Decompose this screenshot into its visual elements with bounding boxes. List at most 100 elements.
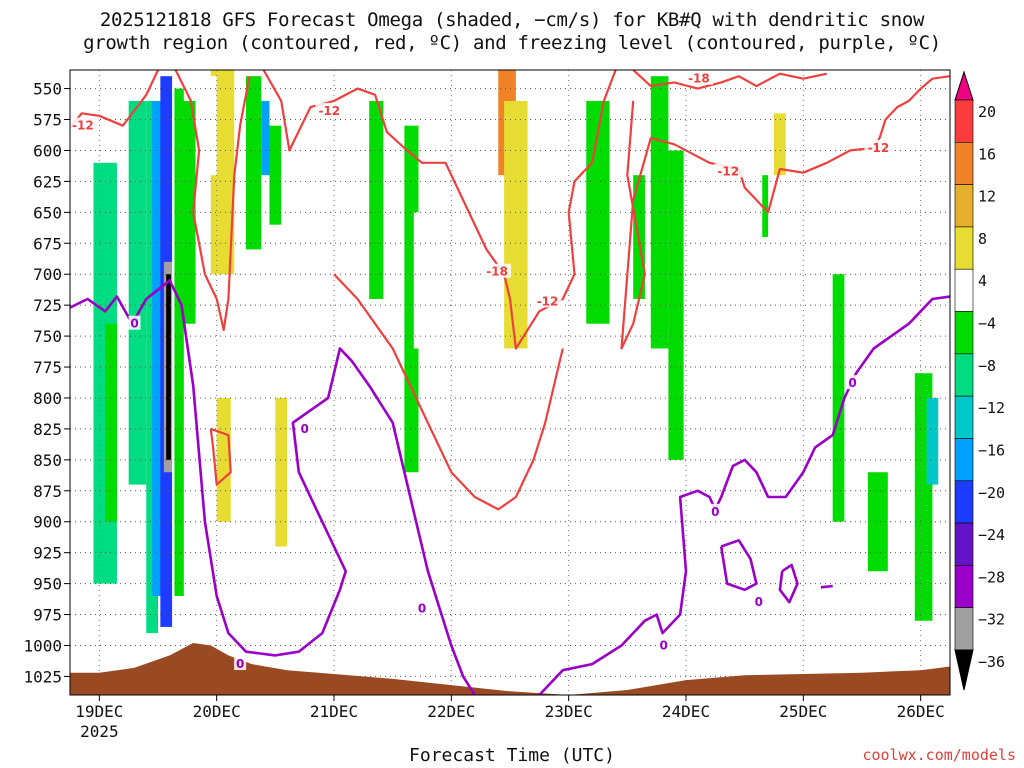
colorbar-label-11: −28: [978, 568, 1005, 586]
chart-title-line1: 2025121818 GFS Forecast Omega (shaded, −…: [99, 9, 925, 31]
omega-cell-40: [850, 274, 862, 374]
x-tick-label-0: 19DEC: [75, 702, 123, 721]
colorbar-label-2: 12: [978, 188, 996, 206]
y-tick-label-550: 550: [33, 80, 62, 99]
dgz-contour-1: [174, 70, 251, 331]
omega-cell-12: [246, 76, 262, 250]
freezing-contour-0: [70, 279, 476, 695]
y-axis: 550 575 600 625 650 675 700 725 750 775 800 825 850 8…: [23, 80, 70, 686]
contour-label-bg-6: [864, 139, 893, 154]
contour-labels: -12 -12 -18 -12 -18 -12 -12 0 0 0 0 0 0 0 0: [68, 70, 893, 671]
y-tick-label-700: 700: [33, 265, 62, 284]
contour-label-4: -18: [688, 72, 710, 86]
colorbar-segment-5: [954, 311, 974, 355]
contour-label-9: 0: [300, 422, 308, 436]
colorbar-segment-11: [954, 565, 974, 608]
contour-label-11: 0: [660, 638, 668, 652]
x-tick-label-4: 23DEC: [545, 702, 593, 721]
y-tick-label-675: 675: [33, 234, 62, 253]
y-tick-label-775: 775: [33, 358, 62, 377]
x-tick-sublabel-0: 2025: [80, 722, 119, 741]
colorbar-label-3: 8: [978, 230, 987, 248]
omega-cell-18: [369, 100, 384, 299]
contour-label-10: 0: [418, 601, 426, 615]
colorbar-segment-1: [954, 142, 974, 185]
omega-cell-45: [926, 212, 950, 299]
contour-label-bg-14: [846, 375, 859, 390]
y-tick-label-1000: 1000: [23, 636, 62, 655]
plot-frame: [69, 69, 951, 696]
contour-label-bg-8: [234, 656, 247, 671]
omega-cell-14: [269, 125, 282, 225]
y-tick-label-750: 750: [33, 327, 62, 346]
omega-cell-4: [152, 100, 164, 596]
omega-cell-41: [867, 472, 888, 572]
omega-cell-44: [926, 397, 939, 485]
y-tick-label-975: 975: [33, 606, 62, 625]
contour-label-14: 0: [848, 376, 856, 390]
colorbar-top-arrow: [954, 70, 974, 101]
colorbar-label-6: −8: [978, 357, 996, 375]
omega-cell-9: [181, 100, 196, 324]
contour-label-bg-4: [684, 70, 713, 85]
y-tick-label-850: 850: [33, 451, 62, 470]
y-tick-label-900: 900: [33, 513, 62, 532]
omega-cell-13: [261, 100, 270, 176]
colorbar-segment-0: [954, 99, 974, 143]
y-tick-label-925: 925: [33, 544, 62, 563]
omega-cell-22: [451, 113, 469, 572]
colorbar-segment-8: [954, 438, 974, 482]
dgz-contour-5: [209, 427, 232, 486]
contour-label-bg-7: [128, 315, 141, 330]
omega-cell-27: [545, 100, 563, 213]
omega-cell-8: [174, 88, 184, 596]
colorbar-label-0: 20: [978, 103, 996, 121]
terrain-fill: [70, 643, 950, 695]
colorbar-segment-12: [954, 607, 974, 651]
contour-label-bg-1: [315, 102, 344, 117]
x-tick-label-5: 24DEC: [662, 702, 710, 721]
omega-cell-23: [468, 76, 487, 299]
contour-label-12: 0: [711, 505, 719, 519]
freezing-contour-4: [820, 584, 833, 589]
colorbar-segment-3: [954, 226, 974, 270]
colorbar-label-5: −4: [978, 315, 996, 333]
chart-title-line2: growth region (contoured, red, ºC) and f…: [83, 32, 941, 54]
contour-label-bg-12: [709, 503, 722, 518]
contour-label-bg-5: [714, 163, 743, 178]
colorbar-segment-4: [954, 268, 974, 312]
omega-cell-29: [609, 70, 625, 349]
x-tick-label-2: 21DEC: [310, 702, 358, 721]
freezing-level-contours: [70, 279, 950, 695]
x-tick-label-3: 22DEC: [427, 702, 475, 721]
y-tick-label-825: 825: [33, 420, 62, 439]
omega-cell-32: [668, 150, 684, 460]
contour-label-8: 0: [236, 657, 244, 671]
colorbar-label-8: −16: [978, 441, 1005, 459]
y-tick-label-650: 650: [33, 203, 62, 222]
colorbar-label-9: −20: [978, 484, 1005, 502]
dgz-contour-3: [632, 70, 828, 90]
x-axis-title: Forecast Time (UTC): [409, 745, 615, 766]
y-tick-label-800: 800: [33, 389, 62, 408]
omega-cell-46: [932, 100, 945, 126]
contour-label-13: 0: [755, 595, 763, 609]
omega-cell-2: [128, 100, 147, 485]
contour-label-1: -12: [318, 104, 340, 118]
y-tick-label-625: 625: [33, 172, 62, 191]
omega-cell-33: [732, 100, 745, 275]
omega-cell-20: [413, 212, 426, 349]
omega-cell-39: [832, 274, 845, 522]
x-tick-label-1: 20DEC: [193, 702, 241, 721]
y-tick-label-575: 575: [33, 111, 62, 130]
contour-label-bg-11: [657, 637, 670, 652]
colorbar-label-13: −36: [978, 653, 1005, 671]
credit-text: coolwx.com/models: [862, 746, 1016, 764]
y-tick-label-1025: 1025: [23, 667, 62, 686]
freezing-contour-3: [778, 563, 799, 604]
omega-cell-1: [105, 323, 117, 522]
y-tick-label-600: 600: [33, 141, 62, 160]
contour-label-6: -12: [868, 141, 890, 155]
